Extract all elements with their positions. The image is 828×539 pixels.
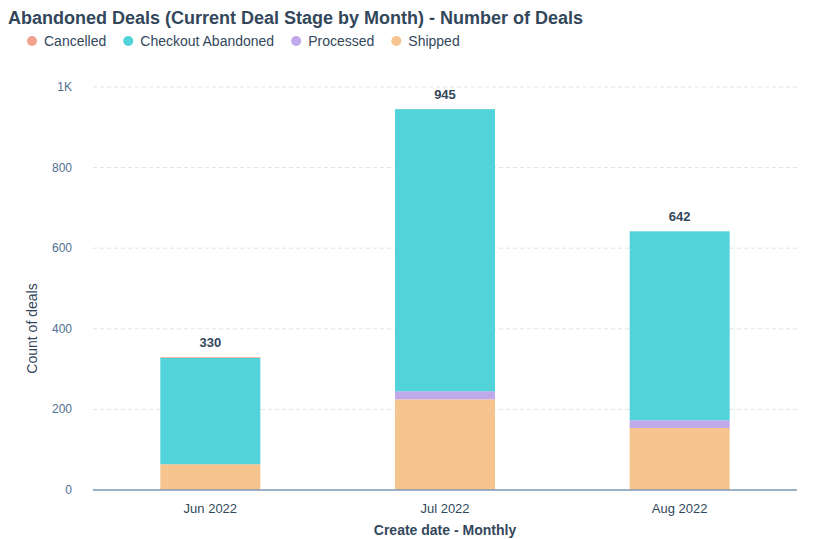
bar-segment: [160, 358, 260, 464]
bar-segment: [395, 109, 495, 391]
legend-label: Checkout Abandoned: [140, 33, 274, 49]
y-axis-label: Count of deals: [24, 283, 40, 373]
legend: Cancelled Checkout Abandoned Processed Ship…: [27, 33, 460, 49]
legend-label: Shipped: [408, 33, 459, 49]
bar-segment: [395, 109, 495, 110]
legend-swatch: [27, 36, 37, 46]
x-axis-label: Create date - Monthly: [374, 522, 517, 538]
x-tick-label: Jul 2022: [420, 501, 469, 516]
chart: Abandoned Deals (Current Deal Stage by M…: [0, 0, 828, 539]
x-tick-label: Aug 2022: [652, 501, 708, 516]
bar-segment: [630, 231, 730, 232]
bar-segment: [395, 399, 495, 490]
bar-segment: [160, 464, 260, 490]
total-label: 330: [199, 335, 221, 350]
total-label: 945: [434, 87, 456, 102]
x-axis-line: [93, 489, 797, 491]
y-tick-label: 800: [52, 161, 72, 175]
bars: [160, 109, 729, 490]
bar-segment: [160, 357, 260, 359]
bar-segment: [630, 428, 730, 490]
bar-segment: [630, 231, 730, 420]
legend-swatch: [291, 36, 301, 46]
y-tick-label: 200: [52, 402, 72, 416]
legend-label: Cancelled: [44, 33, 106, 49]
bar-segment: [630, 420, 730, 428]
legend-swatch: [391, 36, 401, 46]
y-tick-label: 600: [52, 241, 72, 255]
x-tick-label: Jun 2022: [184, 501, 238, 516]
y-tick-label: 1K: [57, 80, 72, 94]
y-tick-label: 400: [52, 322, 72, 336]
title: Abandoned Deals (Current Deal Stage by M…: [8, 8, 583, 28]
y-tick-label: 0: [65, 483, 72, 497]
total-label: 642: [669, 209, 691, 224]
legend-label: Processed: [308, 33, 374, 49]
bar-segment: [395, 391, 495, 399]
legend-swatch: [123, 36, 133, 46]
